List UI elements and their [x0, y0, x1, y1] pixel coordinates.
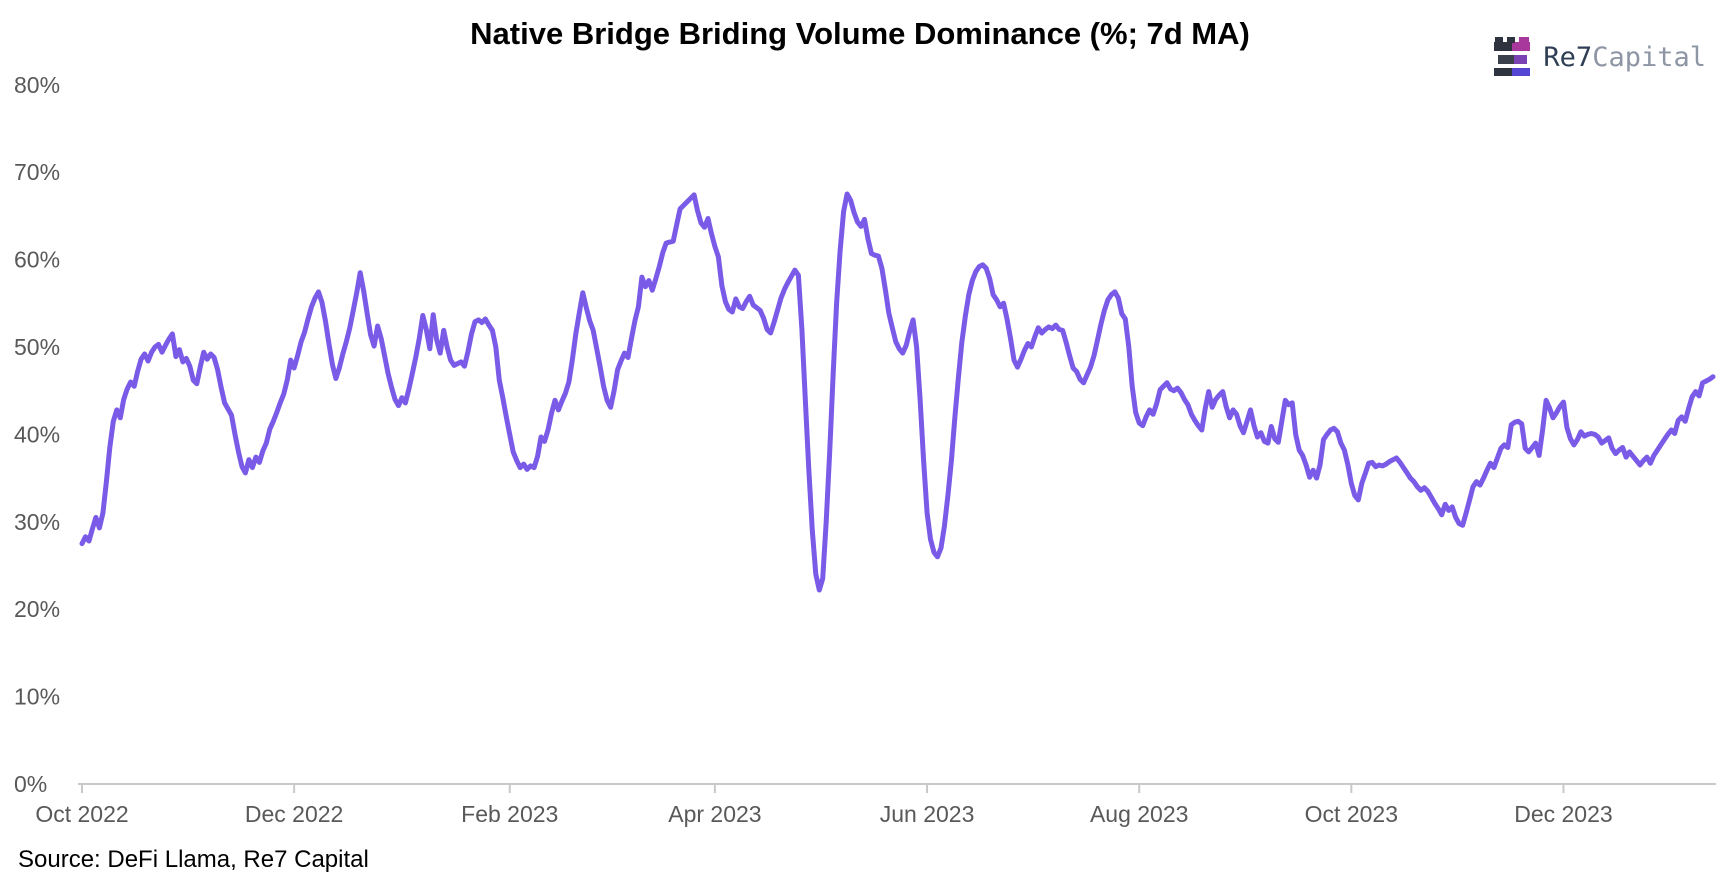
logo-text: Re7Capital: [1543, 38, 1706, 78]
re7-capital-logo: Re7Capital: [1490, 34, 1706, 81]
x-tick-label: Dec 2022: [245, 801, 343, 827]
x-tick-label: Dec 2023: [1514, 801, 1612, 827]
x-tick-label: Feb 2023: [461, 801, 558, 827]
x-tick-label: Oct 2023: [1305, 801, 1398, 827]
x-tick-label: Aug 2023: [1090, 801, 1188, 827]
y-tick-label: 70%: [14, 159, 60, 185]
y-tick-label: 60%: [14, 247, 60, 273]
x-tick-label: Oct 2022: [35, 801, 128, 827]
y-tick-label: 0%: [14, 771, 47, 797]
chart-title: Native Bridge Briding Volume Dominance (…: [470, 16, 1250, 51]
logo-text-re7: Re7: [1543, 41, 1593, 73]
y-tick-label: 10%: [14, 684, 60, 710]
source-note: Source: DeFi Llama, Re7 Capital: [18, 846, 369, 873]
y-tick-label: 50%: [14, 334, 60, 360]
y-tick-label: 80%: [14, 72, 60, 98]
dominance-series-line: [79, 191, 1716, 593]
y-tick-label: 30%: [14, 509, 60, 535]
x-tick-label: Apr 2023: [668, 801, 761, 827]
re7-castle-icon: [1490, 34, 1534, 81]
y-tick-label: 40%: [14, 421, 60, 447]
y-tick-label: 20%: [14, 596, 60, 622]
logo-text-capital: Capital: [1592, 41, 1706, 73]
x-tick-label: Jun 2023: [880, 801, 975, 827]
